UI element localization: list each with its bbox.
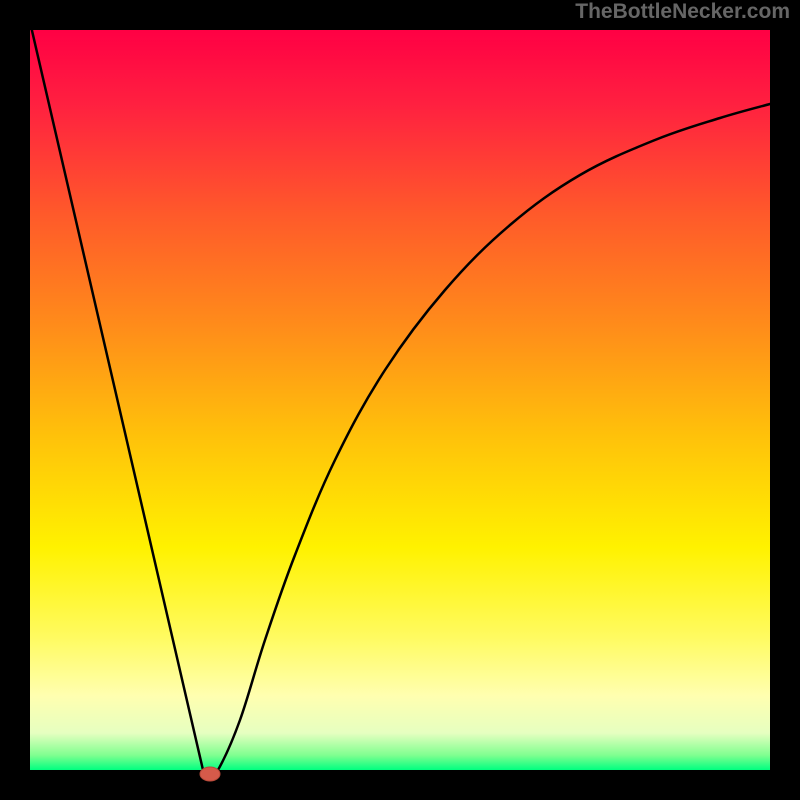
chart-plot-area xyxy=(30,30,770,770)
chart-container: TheBottleNecker.com xyxy=(0,0,800,800)
bottleneck-chart xyxy=(0,0,800,800)
optimal-point-marker xyxy=(200,767,220,781)
watermark-text: TheBottleNecker.com xyxy=(575,0,790,24)
